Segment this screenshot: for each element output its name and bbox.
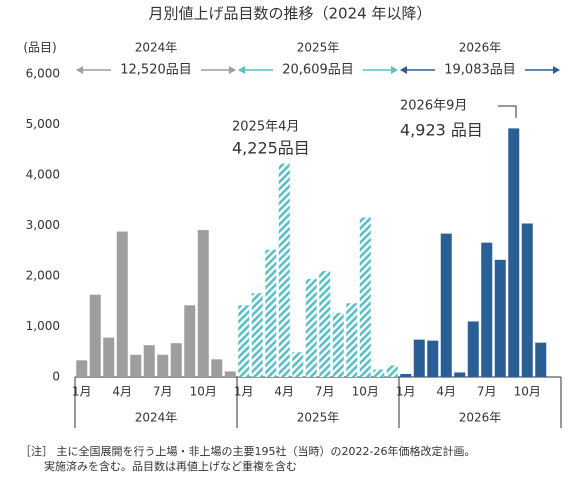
y-tick-label: 5,000 [26,117,60,131]
bar [494,259,506,377]
arrow-head [400,66,407,74]
bar [103,337,115,377]
x-tick-label: 7月 [477,385,497,399]
bar [481,242,493,377]
arrow-head [238,66,245,74]
bar [440,233,452,377]
x-tick-label: 1月 [396,385,416,399]
bar [157,354,169,377]
group-label: 2024年 [135,411,178,425]
bar [454,372,466,377]
bar [184,305,196,377]
annotation-text: 4,225品目 [232,139,310,158]
x-tick-label: 4月 [436,385,456,399]
x-tick-label: 10月 [352,385,379,399]
leader-line [498,105,517,118]
y-tick-label: 0 [52,370,60,384]
bar [359,217,371,377]
bar [386,365,398,377]
annotation-text: 4,923 品目 [400,121,483,140]
x-tick-label: 7月 [153,385,173,399]
bar [89,294,101,377]
x-tick-label: 1月 [72,385,92,399]
bar [305,279,317,377]
annotation-title: 2026年9月 [400,99,467,114]
bar [265,249,277,377]
x-tick-label: 1月 [234,385,254,399]
arrow-head [229,66,236,74]
group-label: 2026年 [459,411,502,425]
footnote: ［注］ 主に全国展開を行う上場・非上場の主要195社（当時）の2022-26年価… [20,444,475,458]
bar [278,163,290,377]
bar [76,360,88,377]
bar [535,342,547,377]
y-tick-label: 1,000 [26,319,60,333]
arrow-head [553,66,560,74]
period-total: 20,609品目 [282,63,354,78]
period-year: 2025年 [297,41,340,55]
bar [400,373,412,377]
bar [508,128,520,377]
x-tick-label: 7月 [315,385,335,399]
x-tick-label: 4月 [112,385,132,399]
x-tick-label: 10月 [514,385,541,399]
y-axis-label: (品目) [23,41,56,55]
period-total: 19,083品目 [444,63,516,78]
period-year: 2024年 [135,41,178,55]
bar [251,293,263,377]
bar [413,339,425,377]
bar [373,369,385,377]
bar [143,345,155,377]
bar [521,223,533,377]
bar [427,340,439,377]
bar [197,230,209,377]
bar [116,231,128,377]
y-tick-label: 4,000 [26,168,60,182]
bar [467,321,479,377]
bar [224,371,236,377]
bar [332,312,344,377]
bar [346,303,358,377]
bar [130,354,142,377]
arrow-head [76,66,83,74]
bar [238,305,250,377]
footnote: 実施済みを含む。品目数は再値上げなど重複を含む [44,459,297,473]
bar [170,343,182,377]
period-total: 12,520品目 [120,63,192,78]
x-tick-label: 4月 [274,385,294,399]
y-tick-label: 3,000 [26,218,60,232]
chart-title: 月別値上げ品目数の推移（2024 年以降） [149,5,432,23]
arrow-head [391,66,398,74]
y-tick-label: 2,000 [26,269,60,283]
bar [292,352,304,377]
annotation-title: 2025年4月 [232,120,299,135]
group-label: 2025年 [297,411,340,425]
x-tick-label: 10月 [190,385,217,399]
bar [319,270,331,377]
y-tick-label: 6,000 [26,67,60,81]
period-year: 2026年 [459,41,502,55]
bar [211,359,223,377]
